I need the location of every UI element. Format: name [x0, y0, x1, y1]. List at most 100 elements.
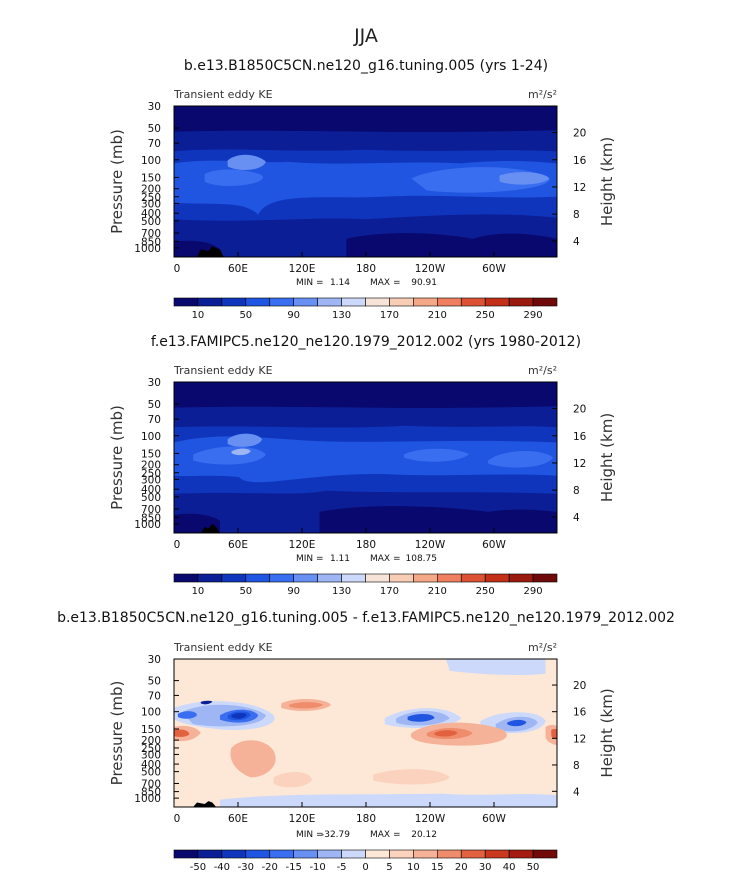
heatmap-field: [174, 659, 557, 807]
y-tick-label: 100: [141, 155, 161, 167]
colorbar-swatch: [532, 573, 558, 583]
x-tick-label: 60W: [482, 539, 506, 551]
y-right-tick-label: 16: [573, 707, 587, 719]
contour-region: [200, 523, 220, 533]
colorbar-swatch: [245, 849, 271, 859]
colorbar-swatch: [484, 573, 510, 583]
y-tick-label: 300: [141, 474, 161, 486]
colorbar-swatch: [293, 297, 318, 307]
y-tick-label: 100: [141, 707, 161, 719]
x-tick-label: 120E: [289, 539, 316, 551]
contour-region: [346, 233, 557, 257]
contour-region: [434, 730, 458, 737]
colorbar-label: 40: [503, 862, 516, 872]
units-label: m²/s²: [528, 641, 557, 654]
y-right-tick-label: 4: [573, 236, 580, 248]
contour-region: [204, 169, 263, 186]
colorbar-swatch: [341, 849, 366, 859]
contour-region: [193, 801, 217, 807]
colorbar-swatch: [173, 849, 199, 859]
y-tick-label: 1000: [134, 243, 161, 255]
contour-region: [499, 172, 550, 185]
colorbar-swatch: [365, 849, 390, 859]
x-tick-label: 60E: [228, 813, 248, 825]
colorbar-label: -30: [238, 862, 254, 872]
colorbar-label: 130: [332, 310, 351, 321]
colorbar-swatch: [173, 573, 199, 583]
figure-title: JJA: [353, 25, 378, 47]
y-tick-label: 200: [141, 735, 161, 747]
contour-region: [231, 448, 251, 456]
colorbar-swatch: [389, 849, 414, 859]
min-label: MIN =: [296, 830, 324, 840]
colorbar-swatch: [508, 849, 534, 859]
x-tick-label: 120W: [415, 813, 446, 825]
contour-region: [507, 719, 527, 727]
x-tick-label: 120E: [289, 263, 316, 275]
contour-region: [403, 448, 469, 462]
y-right-tick-label: 12: [573, 458, 586, 470]
y-tick-label: 200: [141, 460, 161, 472]
y-tick-label: 30: [148, 377, 161, 389]
y-right-tick-label: 8: [573, 485, 580, 497]
y-right-tick-label: 20: [573, 128, 586, 140]
colorbar-swatch: [413, 573, 438, 583]
panel-2: f.e13.FAMIPC5.ne120_ne120.1979_2012.002 …: [108, 334, 616, 597]
colorbar-label: 30: [479, 862, 492, 872]
colorbar-label: -40: [214, 862, 230, 872]
y-tick-label: 1000: [134, 793, 161, 805]
y-tick-label: 500: [141, 216, 161, 228]
y-axis-title: Pressure (mb): [108, 129, 126, 234]
colorbar-swatch: [484, 297, 510, 307]
min-value: -32.79: [321, 830, 350, 840]
contour-region: [288, 702, 324, 709]
x-tick-label: 120E: [289, 813, 316, 825]
y-tick-label: 70: [148, 414, 161, 426]
contour-region: [200, 700, 213, 705]
contour-region: [227, 433, 263, 447]
colorbar-swatch: [532, 297, 558, 307]
colorbar-label: 130: [332, 586, 351, 597]
contour-region: [231, 713, 247, 719]
y-tick-label: 200: [141, 184, 161, 196]
colorbar-swatch: [460, 849, 486, 859]
colorbar-swatch: [508, 573, 534, 583]
contour-region: [373, 769, 450, 785]
colorbar-label: 15: [431, 862, 444, 872]
panel-title: b.e13.B1850C5CN.ne120_g16.tuning.005 - f…: [57, 610, 675, 626]
contour-region: [488, 451, 554, 468]
y-tick-label: 50: [148, 399, 161, 411]
contour-region: [196, 246, 224, 257]
y-tick-label: 100: [141, 431, 161, 443]
colorbar-swatch: [173, 297, 199, 307]
colorbar-swatch: [221, 297, 247, 307]
contour-region: [445, 659, 546, 676]
y-tick-label: 30: [148, 101, 161, 113]
colorbar-swatch: [508, 297, 534, 307]
y-tick-label: 850: [141, 236, 161, 248]
y-right-tick-label: 4: [573, 786, 580, 798]
y-tick-label: 700: [141, 778, 161, 790]
panel-1: b.e13.B1850C5CN.ne120_g16.tuning.005 (yr…: [108, 58, 616, 321]
heatmap-field: [174, 382, 557, 533]
colorbar-swatch: [413, 849, 438, 859]
y-tick-label: 1000: [134, 519, 161, 531]
colorbar-swatch: [341, 297, 366, 307]
y-tick-label: 70: [148, 138, 161, 150]
y-right-tick-label: 8: [573, 209, 580, 221]
colorbar-swatch: [460, 573, 486, 583]
colorbar-swatch: [293, 573, 318, 583]
y-axis-title: Pressure (mb): [108, 681, 126, 786]
y-tick-label: 50: [148, 123, 161, 135]
y-right-tick-label: 4: [573, 512, 580, 524]
x-tick-label: 60W: [482, 813, 506, 825]
colorbar-swatch: [269, 573, 294, 583]
contour-region: [551, 728, 557, 739]
contour-region: [273, 772, 312, 788]
contour-region: [319, 506, 557, 533]
y-right-tick-label: 12: [573, 733, 586, 745]
colorbar-label: -10: [309, 862, 325, 872]
max-label: MAX =: [370, 554, 401, 564]
panel-subtitle: Transient eddy KE: [173, 641, 273, 654]
contour-region: [407, 714, 435, 722]
